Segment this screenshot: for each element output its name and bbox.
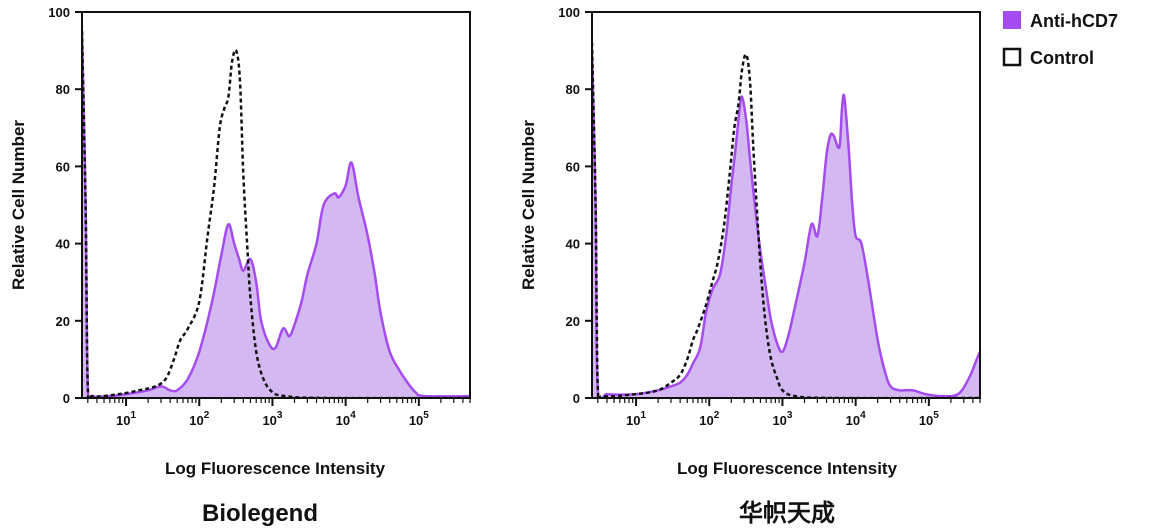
- y-tick-label: 40: [566, 237, 580, 252]
- x-tick-exponent: 3: [277, 410, 283, 421]
- y-tick-label: 0: [63, 391, 70, 406]
- x-axis-label: Log Fluorescence Intensity: [677, 459, 898, 478]
- legend-item-control: Control: [1002, 47, 1094, 68]
- x-axis-label: Log Fluorescence Intensity: [165, 459, 386, 478]
- y-tick-label: 20: [56, 314, 70, 329]
- x-tick-base: 10: [189, 413, 203, 428]
- y-tick-label: 80: [566, 82, 580, 97]
- histogram-series: [82, 31, 470, 398]
- y-axis-label: Relative Cell Number: [519, 120, 538, 290]
- x-tick-label: 105: [919, 410, 939, 428]
- x-tick-base: 10: [116, 413, 130, 428]
- x-tick-exponent: 1: [131, 410, 137, 421]
- y-tick-label: 80: [56, 82, 70, 97]
- x-tick-label: 102: [189, 410, 209, 428]
- x-tick-label: 101: [116, 410, 136, 428]
- x-tick-base: 10: [772, 413, 786, 428]
- x-tick-label: 102: [699, 410, 719, 428]
- panel-title: Biolegend: [202, 500, 318, 527]
- x-tick-label: 101: [626, 410, 646, 428]
- legend: Anti-hCD7 Control: [1002, 11, 1118, 68]
- control-line: [592, 42, 980, 398]
- anti-hcd7-area: [82, 31, 470, 398]
- y-tick-label: 40: [56, 237, 70, 252]
- histogram-series: [592, 42, 980, 398]
- panel-title: 华帜天成: [739, 499, 835, 527]
- anti-hcd7-area: [592, 50, 980, 398]
- y-tick-label: 100: [48, 5, 70, 20]
- x-tick-exponent: 3: [787, 410, 793, 421]
- legend-label: Anti-hCD7: [1030, 11, 1118, 31]
- x-tick-label: 103: [772, 410, 792, 428]
- y-tick-label: 60: [566, 159, 580, 174]
- y-tick-label: 100: [558, 5, 580, 20]
- x-tick-exponent: 1: [641, 410, 647, 421]
- x-tick-label: 105: [409, 410, 429, 428]
- x-tick-label: 104: [336, 410, 356, 428]
- plot-frame: [81, 11, 471, 399]
- anti-hcd7-line: [592, 50, 980, 398]
- x-tick-exponent: 2: [204, 410, 210, 421]
- x-tick-exponent: 4: [860, 410, 866, 421]
- legend-swatch-outline: [1002, 47, 1022, 67]
- x-tick-base: 10: [699, 413, 713, 428]
- y-tick-label: 60: [56, 159, 70, 174]
- legend-label: Control: [1030, 48, 1094, 68]
- x-tick-base: 10: [409, 413, 423, 428]
- x-tick-base: 10: [262, 413, 276, 428]
- anti-hcd7-line: [82, 31, 470, 398]
- x-tick-base: 10: [919, 413, 933, 428]
- legend-swatch-filled: [1003, 11, 1021, 29]
- y-axis-label: Relative Cell Number: [9, 120, 28, 290]
- y-tick-label: 20: [566, 314, 580, 329]
- x-tick-base: 10: [626, 413, 640, 428]
- x-tick-exponent: 2: [714, 410, 720, 421]
- x-tick-exponent: 5: [423, 410, 429, 421]
- x-tick-base: 10: [846, 413, 860, 428]
- y-tick-label: 0: [573, 391, 580, 406]
- legend-item-anti-hcd7: Anti-hCD7: [1003, 11, 1118, 31]
- x-tick-exponent: 5: [933, 410, 939, 421]
- plot-frame: [591, 11, 981, 399]
- x-tick-label: 104: [846, 410, 866, 428]
- x-tick-base: 10: [336, 413, 350, 428]
- x-tick-label: 103: [262, 410, 282, 428]
- x-tick-exponent: 4: [350, 410, 356, 421]
- control-line: [82, 31, 470, 398]
